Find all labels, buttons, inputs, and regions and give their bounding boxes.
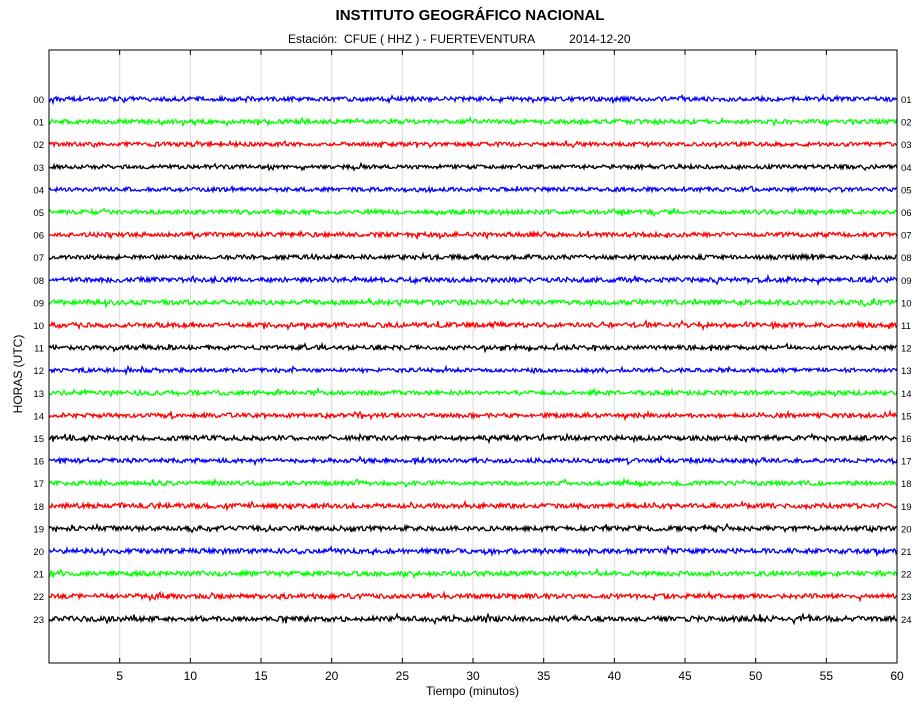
trace-hour-13 <box>48 386 898 398</box>
left-hour-label: 07 <box>33 253 44 264</box>
trace-hour-19 <box>48 522 898 534</box>
trace-hour-21 <box>48 567 898 580</box>
right-hour-label: 23 <box>901 592 912 603</box>
x-tick-label: 30 <box>466 669 480 683</box>
trace-hour-06 <box>49 229 898 241</box>
x-tick-label: 5 <box>116 669 123 683</box>
trace-hour-04 <box>48 184 898 194</box>
right-hour-label: 12 <box>901 344 912 355</box>
x-axis-label: Tiempo (minutos) <box>426 684 519 698</box>
right-hour-label: 01 <box>901 95 912 106</box>
trace-hour-22 <box>48 590 898 603</box>
x-tick-label: 45 <box>678 669 692 683</box>
left-hour-label: 00 <box>33 95 44 106</box>
trace-hour-00 <box>48 92 898 106</box>
left-hour-label: 09 <box>33 298 44 309</box>
right-hour-label: 09 <box>901 276 912 287</box>
left-hour-label: 15 <box>33 434 44 445</box>
trace-hour-10 <box>48 318 898 332</box>
right-hour-label: 22 <box>901 570 912 581</box>
right-hour-label: 18 <box>901 479 912 490</box>
right-hour-label: 21 <box>901 547 912 558</box>
right-hour-label: 07 <box>901 231 912 242</box>
station-label: Estación: <box>288 32 338 46</box>
left-hour-label: 21 <box>33 570 44 581</box>
trace-hour-03 <box>48 161 898 172</box>
left-hour-label: 02 <box>33 140 44 151</box>
left-hour-label: 13 <box>33 389 44 400</box>
trace-hour-18 <box>48 499 898 512</box>
y-axis-label: HORAS (UTC) <box>11 334 25 414</box>
right-hour-label: 11 <box>901 321 911 332</box>
station-name: CFUE ( HHZ ) - FUERTEVENTURA <box>344 32 536 46</box>
trace-hour-07 <box>48 251 898 262</box>
left-hour-label: 01 <box>33 118 44 129</box>
x-tick-label: 20 <box>325 669 339 683</box>
left-hour-label: 06 <box>33 231 44 242</box>
left-hour-labels: 00 01 02 03 04 05 06 07 08 09 10 11 12 13 14 15 16 17 18 19… <box>33 95 44 626</box>
x-tick-label: 50 <box>749 669 763 683</box>
trace-hour-11 <box>48 341 898 354</box>
trace-hour-05 <box>48 207 898 218</box>
x-tick-label: 40 <box>608 669 622 683</box>
right-hour-label: 10 <box>901 298 912 309</box>
left-hour-label: 03 <box>33 163 44 174</box>
trace-hour-14 <box>48 408 898 422</box>
chart-subtitle: Estación: CFUE ( HHZ ) - FUERTEVENTURA 20… <box>288 32 631 46</box>
trace-hour-01 <box>48 115 898 128</box>
right-hour-label: 16 <box>901 434 912 445</box>
seismic-traces <box>48 92 898 626</box>
right-hour-label: 05 <box>901 185 912 196</box>
x-tick-label: 55 <box>820 669 834 683</box>
left-hour-label: 19 <box>33 524 44 535</box>
right-hour-label: 02 <box>901 118 912 129</box>
x-tick-label: 10 <box>184 669 198 683</box>
trace-hour-15 <box>48 432 898 445</box>
left-hour-label: 05 <box>33 208 44 219</box>
left-hour-label: 08 <box>33 276 44 287</box>
trace-hour-16 <box>48 454 898 467</box>
vertical-gridlines <box>119 50 827 663</box>
right-hour-label: 13 <box>901 366 912 377</box>
right-hour-label: 08 <box>901 253 912 264</box>
right-hour-label: 14 <box>901 389 912 400</box>
left-hour-label: 23 <box>33 615 44 626</box>
left-hour-label: 11 <box>34 344 44 355</box>
left-hour-label: 16 <box>33 457 44 468</box>
chart-title: INSTITUTO GEOGRÁFICO NACIONAL <box>335 7 605 24</box>
right-hour-label: 15 <box>901 411 912 422</box>
record-date: 2014-12-20 <box>569 32 631 46</box>
left-hour-label: 04 <box>33 185 44 196</box>
x-tick-label: 60 <box>890 669 904 683</box>
trace-hour-20 <box>48 544 898 558</box>
right-hour-label: 20 <box>901 524 912 535</box>
left-hour-label: 20 <box>33 547 44 558</box>
x-tick-label: 25 <box>396 669 410 683</box>
trace-hour-12 <box>48 364 898 377</box>
right-hour-label: 19 <box>901 502 912 513</box>
right-hour-label: 03 <box>901 140 912 151</box>
right-hour-label: 17 <box>901 457 912 468</box>
right-hour-labels: 01 02 03 04 05 06 07 08 09 10 11 12 13 14 15 16 17 18 19 20… <box>901 95 912 626</box>
right-hour-label: 06 <box>901 208 912 219</box>
x-tick-label: 15 <box>254 669 268 683</box>
left-hour-label: 14 <box>33 411 44 422</box>
left-hour-label: 18 <box>33 502 44 513</box>
left-hour-label: 12 <box>33 366 44 377</box>
right-hour-label: 24 <box>901 615 912 626</box>
x-axis-ticks: 5 10 15 20 25 30 35 40 45 50 55 60 <box>116 50 904 683</box>
trace-hour-09 <box>48 296 898 309</box>
trace-hour-08 <box>48 273 898 287</box>
trace-hour-17 <box>48 477 898 489</box>
left-hour-label: 10 <box>33 321 44 332</box>
trace-hour-02 <box>48 139 898 149</box>
right-hour-label: 04 <box>901 163 912 174</box>
trace-hour-23 <box>48 612 898 626</box>
left-hour-label: 22 <box>33 592 44 603</box>
x-tick-label: 35 <box>537 669 551 683</box>
left-hour-label: 17 <box>33 479 44 490</box>
